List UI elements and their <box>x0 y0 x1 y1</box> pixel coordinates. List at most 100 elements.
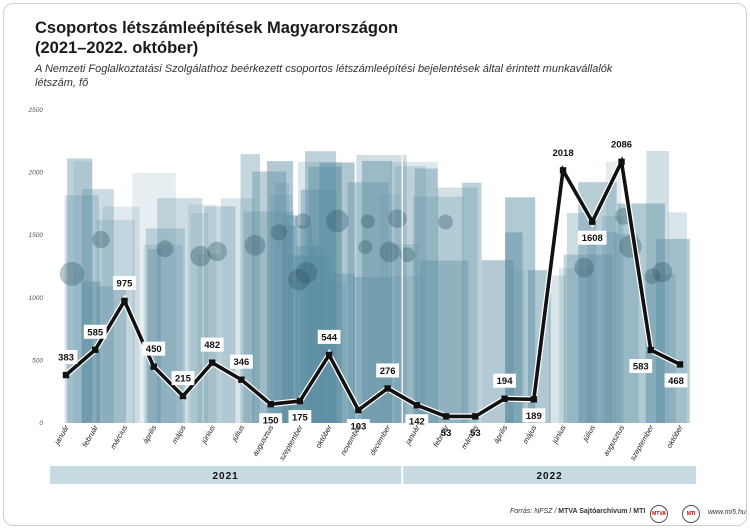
year-label: 2021 <box>212 471 238 482</box>
background-photo-head <box>358 240 373 255</box>
background-photo-head <box>207 241 227 262</box>
background-photo-head <box>379 241 400 262</box>
background-photo-shape <box>617 203 665 423</box>
y-tick-label: 0 <box>39 420 43 427</box>
background-photo-shape <box>436 187 478 423</box>
data-point <box>530 396 538 403</box>
data-label: 585 <box>87 327 104 338</box>
background-photo-shape <box>558 268 593 423</box>
data-point <box>208 359 216 366</box>
background-photo-shape <box>64 195 99 423</box>
title-line-2: (2021–2022. október) <box>35 39 199 57</box>
data-label-box <box>405 414 429 429</box>
site-url: www.mi5.hu <box>708 509 746 516</box>
chart-subtitle: A Nemzeti Foglalkoztatási Szolgálathoz b… <box>35 63 613 89</box>
data-label: 975 <box>117 278 134 289</box>
data-point <box>413 402 421 409</box>
background-photo-shape <box>67 158 93 423</box>
background-photo-head <box>399 247 415 263</box>
data-label: 53 <box>441 428 452 439</box>
data-label: 468 <box>668 376 684 387</box>
data-label-box <box>288 410 312 425</box>
x-tick-label: április <box>141 423 159 445</box>
data-label-box <box>54 350 78 365</box>
data-label: 53 <box>470 428 481 439</box>
background-photo-shape <box>390 161 438 423</box>
data-label-box <box>466 425 484 440</box>
data-point <box>472 413 479 420</box>
background-photo-shape <box>462 182 482 423</box>
background-photo-head <box>92 230 110 249</box>
x-tick-label: május <box>521 423 539 445</box>
background-photo-shape <box>298 162 343 423</box>
data-point <box>647 346 654 354</box>
background-photo-head <box>244 234 266 256</box>
background-photo-shape <box>269 194 293 423</box>
data-point <box>618 158 625 166</box>
x-tick-label: augusztus <box>251 423 276 457</box>
x-tick-label: szeptember <box>628 423 656 462</box>
data-label-box <box>607 136 636 151</box>
data-label: 1608 <box>582 233 603 244</box>
data-point <box>238 376 245 383</box>
data-label: 2018 <box>552 148 573 159</box>
background-photo-shape <box>143 244 183 423</box>
background-photo-shape <box>566 213 597 423</box>
x-tick-label: március <box>108 423 129 450</box>
data-point <box>325 351 333 359</box>
background-photo-shape <box>505 232 523 423</box>
background-photo-shape <box>347 182 389 423</box>
data-point <box>501 395 508 402</box>
data-label: 346 <box>233 357 249 368</box>
background-photo-shape <box>602 215 624 423</box>
x-tick-label: december <box>368 423 393 457</box>
background-photo-shape <box>563 254 613 423</box>
x-tick-label: október <box>314 423 335 450</box>
data-point <box>442 413 450 420</box>
source-prefix: Forrás: NFSZ / <box>510 508 559 515</box>
x-tick-label: január <box>52 423 71 447</box>
background-photo-shape <box>204 206 236 423</box>
background-photo-head <box>288 268 310 291</box>
source-note: Forrás: NFSZ / MTVA Sajtóarchívum / MTI <box>510 508 645 515</box>
background-photo-shape <box>252 171 287 423</box>
data-point <box>296 397 304 405</box>
background-photo-shape <box>668 212 687 423</box>
y-tick-label: 1500 <box>29 232 44 239</box>
mti-logo: MTI <box>682 505 700 523</box>
background-photo-shape <box>614 233 639 423</box>
background-photo-shape <box>578 182 617 423</box>
data-label: 276 <box>380 366 396 377</box>
background-photo-shape <box>419 260 469 423</box>
data-label-box <box>629 359 653 374</box>
series-line <box>64 155 681 419</box>
x-tick-label: július <box>580 423 597 443</box>
frame <box>3 3 747 526</box>
data-label-box <box>113 275 136 290</box>
x-tick-label: július <box>229 423 246 443</box>
background-photo-head <box>326 209 349 233</box>
background-photo-shape <box>187 204 217 423</box>
data-point <box>676 361 684 368</box>
data-label: 150 <box>263 416 279 427</box>
data-label-box <box>522 408 546 423</box>
background-photo-shape <box>548 275 566 423</box>
data-point <box>267 401 274 408</box>
background-sky <box>50 100 696 140</box>
data-point <box>92 346 99 353</box>
data-point <box>384 385 391 392</box>
data-label: 142 <box>409 417 425 428</box>
title-line-1: Csoportos létszámleépítések Magyarország… <box>35 19 399 37</box>
x-tick-label: június <box>550 423 568 446</box>
background-photo-head <box>652 261 673 283</box>
background-photo-head <box>388 209 407 228</box>
data-point <box>150 363 157 370</box>
x-tick-label: május <box>170 423 188 445</box>
data-label: 215 <box>175 374 192 385</box>
data-label: 175 <box>292 413 309 424</box>
x-tick-label: június <box>199 423 217 446</box>
background-photo-shape <box>319 162 355 423</box>
data-label-box <box>259 413 283 428</box>
data-point <box>559 167 567 174</box>
